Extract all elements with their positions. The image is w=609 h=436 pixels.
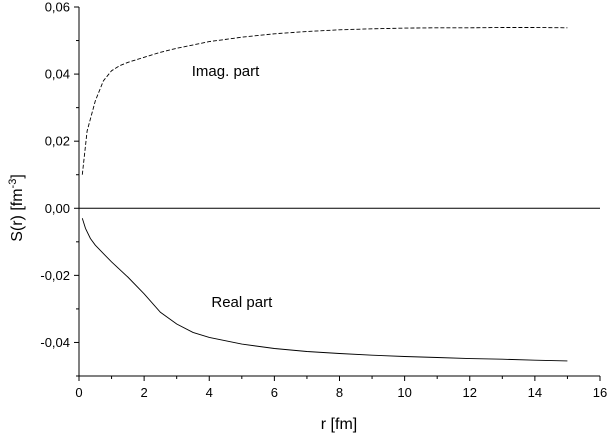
x-tick-label: 14 [528, 385, 542, 400]
y-axis-title: S(r) [fm-3] [7, 174, 26, 242]
x-tick-label: 0 [75, 385, 82, 400]
y-tick-label: -0,02 [40, 268, 70, 283]
imag-part-label: Imag. part [192, 63, 260, 80]
x-tick-label: 12 [463, 385, 477, 400]
imag-part-series-line [81, 27, 568, 175]
y-tick-label: -0,04 [40, 335, 70, 350]
x-tick-label: 8 [336, 385, 343, 400]
y-tick-label: 0,00 [45, 201, 70, 216]
x-tick-label: 6 [271, 385, 278, 400]
y-tick-label: 0,02 [45, 134, 70, 149]
x-tick-label: 16 [593, 385, 607, 400]
x-tick-label: 10 [397, 385, 411, 400]
real-part-label: Real part [211, 294, 273, 311]
y-tick-label: 0,04 [45, 67, 70, 82]
y-tick-label: 0,06 [45, 0, 70, 15]
x-axis-title: r [fm] [321, 416, 357, 433]
real-part-series-line [81, 218, 568, 362]
x-tick-label: 4 [206, 385, 213, 400]
plot-area: 0 2 4 6 8 10 12 14 16 -0,04 -0,02 0,00 0,02 0,04 0,06 I… [40, 0, 607, 400]
x-tick-label: 2 [141, 385, 148, 400]
